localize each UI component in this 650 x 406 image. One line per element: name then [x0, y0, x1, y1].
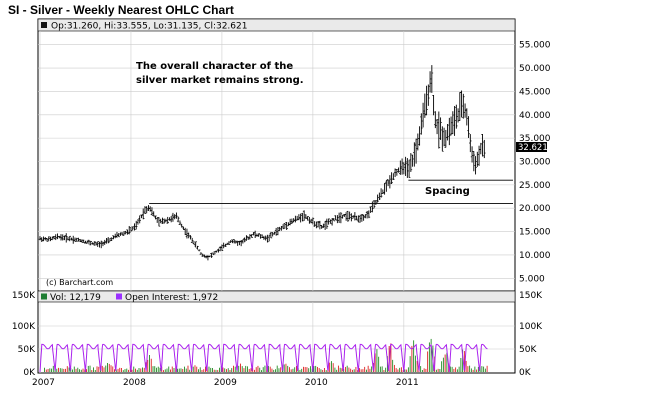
price-tick-label: 40.000 [519, 111, 551, 121]
x-tick-label: 2009 [214, 378, 237, 388]
volume-info-bar [37, 290, 516, 303]
ohlc-readout: Op:31.260, Hi:33.555, Lo:31.135, Cl:32.6… [51, 22, 247, 32]
annotation-line-1: The overall character of the [136, 61, 293, 72]
annotation-line-2: silver market remains strong. [136, 75, 304, 86]
price-tick-label: 45.000 [519, 87, 551, 97]
volume-panel [37, 290, 516, 374]
x-tick-label: 2007 [32, 378, 55, 388]
x-tick-label: 2011 [396, 378, 419, 388]
price-axis: 55.000 50.000 45.000 40.000 35.000 30.000 25.0… [519, 41, 551, 285]
spacing-lines [149, 179, 513, 205]
volume-tick-label: 50K [519, 345, 537, 355]
price-tick-label: 10.000 [519, 251, 551, 261]
vol-legend-label: Vol: 12,179 [50, 293, 101, 303]
price-tick-label: 50.000 [519, 64, 551, 74]
price-tick-label: 30.000 [519, 158, 551, 168]
price-tick-label: 25.000 [519, 181, 551, 191]
price-info-bar [37, 18, 516, 32]
oi-legend-icon [116, 293, 122, 300]
volume-left-tick-label: 0K [23, 368, 36, 378]
volume-left-tick-label: 150K [12, 291, 36, 301]
volume-left-tick-label: 100K [12, 322, 36, 332]
x-tick-label: 2008 [123, 378, 146, 388]
price-bars [38, 65, 486, 261]
volume-left-tick-label: 50K [18, 345, 36, 355]
last-price-label: 32.621 [518, 143, 548, 153]
volume-tick-label: 150K [519, 291, 543, 301]
open-interest-path [39, 343, 488, 373]
volume-tick-label: 0K [519, 368, 532, 378]
price-tick-label: 5.000 [519, 274, 545, 284]
price-tick-label: 15.000 [519, 228, 551, 238]
volume-bars [44, 338, 488, 372]
volume-axis: 150K 100K 50K 0K 150K 100K 50K 0K [12, 291, 543, 378]
open-interest-line [39, 343, 488, 373]
oi-legend-label: Open Interest: 1,972 [125, 293, 218, 303]
price-tick-label: 20.000 [519, 204, 551, 214]
x-tick-label: 2010 [305, 378, 328, 388]
spacing-label: Spacing [425, 186, 470, 197]
price-panel [37, 18, 516, 292]
vol-legend-icon [41, 293, 47, 300]
last-price-tag [516, 142, 547, 152]
price-tick-label: 55.000 [519, 41, 551, 51]
watermark: (c) Barchart.com [46, 278, 113, 287]
volume-tick-label: 100K [519, 322, 543, 332]
info-square-icon [41, 22, 47, 28]
price-tick-label: 35.000 [519, 134, 551, 144]
page-title: SI - Silver - Weekly Nearest OHLC Chart [8, 3, 234, 17]
